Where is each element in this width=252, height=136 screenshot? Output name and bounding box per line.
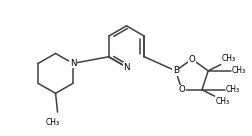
Text: O: O <box>188 55 195 64</box>
Text: CH₃: CH₃ <box>46 118 60 126</box>
Text: B: B <box>172 66 178 75</box>
Text: CH₃: CH₃ <box>225 85 239 94</box>
Text: N: N <box>70 59 76 68</box>
Text: CH₃: CH₃ <box>231 66 245 75</box>
Text: CH₃: CH₃ <box>215 97 229 106</box>
Text: N: N <box>123 63 129 72</box>
Text: CH₃: CH₃ <box>221 54 235 63</box>
Text: O: O <box>178 85 184 94</box>
